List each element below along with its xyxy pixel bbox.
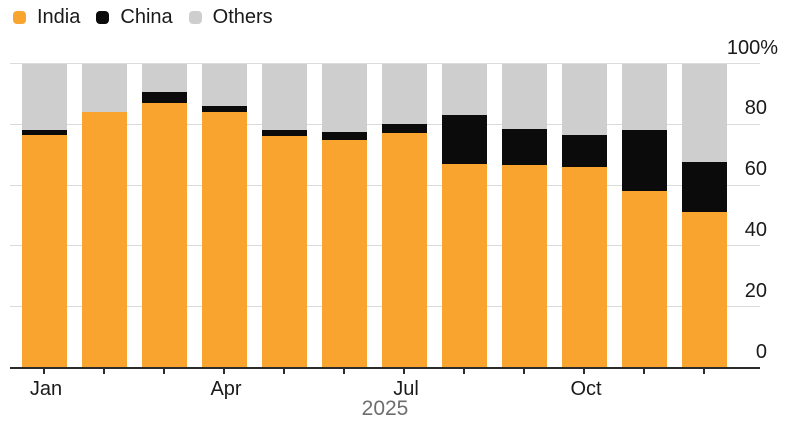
bar-mar <box>141 63 187 368</box>
y-tick-label-100pct: 100% <box>726 36 778 59</box>
legend-label-china: China <box>120 6 173 28</box>
bar-segment-others-dec <box>681 63 727 163</box>
x-tick-jul <box>403 369 405 374</box>
bar-aug <box>441 63 487 368</box>
bar-segment-china-mar <box>141 92 187 104</box>
legend-item-others: Others <box>188 6 273 28</box>
x-label-apr: Apr <box>210 378 242 400</box>
bar-jun <box>321 63 367 368</box>
x-tick-sep <box>523 369 525 374</box>
bar-segment-others-nov <box>621 63 667 131</box>
bar-segment-india-feb <box>81 112 127 368</box>
bar-jul <box>381 63 427 368</box>
y-tick-label-40: 40 <box>744 218 767 241</box>
bar-segment-others-jun <box>321 63 367 132</box>
bar-segment-others-jan <box>21 63 67 131</box>
bar-segment-india-apr <box>201 112 247 368</box>
bar-segment-india-may <box>261 136 307 368</box>
bar-segment-india-jul <box>381 133 427 368</box>
bar-segment-others-apr <box>201 63 247 107</box>
bar-segment-china-nov <box>621 130 667 192</box>
x-label-jan: Jan <box>29 378 63 400</box>
x-tick-feb <box>103 369 105 374</box>
x-tick-dec <box>703 369 705 374</box>
bar-segment-others-may <box>261 63 307 131</box>
x-axis-year-label: 2025 <box>361 397 409 420</box>
bar-oct <box>561 63 607 368</box>
bar-segment-china-dec <box>681 162 727 213</box>
bar-apr <box>201 63 247 368</box>
y-tick-label-60: 60 <box>744 158 767 181</box>
bar-segment-india-dec <box>681 212 727 368</box>
bar-segment-others-feb <box>81 63 127 113</box>
y-tick-label-80: 80 <box>744 97 767 120</box>
bar-segment-china-jan <box>21 130 67 135</box>
bar-segment-others-aug <box>441 63 487 116</box>
bar-nov <box>621 63 667 368</box>
bar-segment-others-jul <box>381 63 427 125</box>
x-tick-oct <box>583 369 585 374</box>
bar-segment-china-jun <box>321 131 367 140</box>
y-tick-label-20: 20 <box>744 279 767 302</box>
bar-dec <box>681 63 727 368</box>
x-tick-may <box>283 369 285 374</box>
x-axis-line <box>10 366 760 369</box>
bar-segment-china-aug <box>441 115 487 164</box>
bar-feb <box>81 63 127 368</box>
bar-segment-others-oct <box>561 63 607 135</box>
bar-segment-india-sep <box>501 165 547 368</box>
legend-label-india: India <box>37 6 81 28</box>
x-label-oct: Oct <box>570 378 602 400</box>
x-tick-apr <box>223 369 225 374</box>
bar-segment-india-jan <box>21 134 67 368</box>
bar-segment-india-jun <box>321 139 367 368</box>
x-tick-aug <box>463 369 465 374</box>
bar-segment-china-jul <box>381 124 427 134</box>
bar-segment-others-sep <box>501 63 547 129</box>
gridline-100 <box>10 63 760 64</box>
chart-legend: India China Others <box>13 7 273 27</box>
legend-label-others: Others <box>212 6 273 28</box>
others-swatch-icon <box>188 10 202 24</box>
bar-sep <box>501 63 547 368</box>
bar-segment-india-mar <box>141 103 187 368</box>
bar-segment-india-oct <box>561 166 607 368</box>
legend-item-china: China <box>96 6 173 28</box>
x-label-jul: Jul <box>393 378 419 400</box>
bar-segment-india-nov <box>621 191 667 368</box>
bar-segment-china-sep <box>501 128 547 166</box>
bar-may <box>261 63 307 368</box>
bar-segment-china-apr <box>201 106 247 113</box>
bar-segment-china-oct <box>561 134 607 167</box>
x-tick-mar <box>163 369 165 374</box>
bar-segment-others-mar <box>141 63 187 93</box>
x-tick-jan <box>43 369 45 374</box>
china-swatch-icon <box>96 10 110 24</box>
legend-item-india: India <box>13 7 80 27</box>
x-tick-jun <box>343 369 345 374</box>
india-swatch-icon <box>13 10 26 24</box>
bar-segment-india-aug <box>441 163 487 368</box>
bar-segment-china-may <box>261 130 307 137</box>
x-tick-nov <box>643 369 645 374</box>
bar-jan <box>21 63 67 368</box>
y-tick-label-0: 0 <box>755 340 767 363</box>
